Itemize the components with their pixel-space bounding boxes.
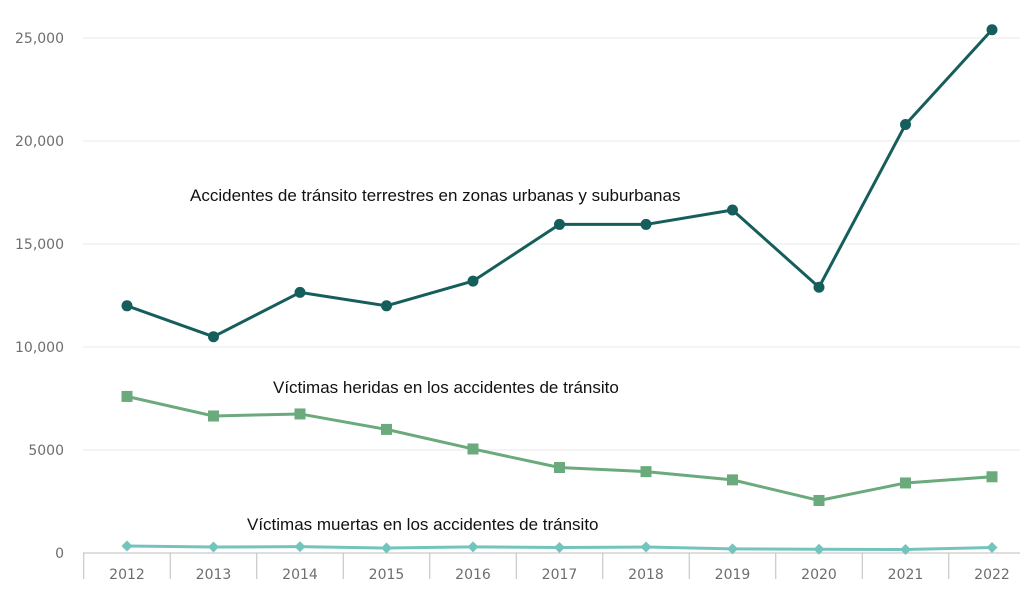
y-tick-label: 10,000: [15, 340, 64, 356]
series-labels: Accidentes de tránsito terrestres en zon…: [190, 186, 680, 534]
series-line: [126, 394, 993, 502]
y-tick-label: 25,000: [15, 31, 64, 47]
x-tick-label: 2014: [282, 567, 318, 583]
y-tick-label: 0: [55, 546, 64, 562]
series-group: [121, 24, 998, 555]
data-point: [121, 540, 133, 552]
data-point: [554, 218, 565, 230]
data-point: [554, 462, 565, 474]
y-tick-label: 20,000: [15, 134, 64, 150]
y-tick-label: 5000: [28, 443, 64, 459]
data-point: [381, 300, 392, 312]
data-point: [727, 474, 738, 486]
x-tick-label: 2015: [369, 567, 405, 583]
data-point: [381, 423, 392, 435]
x-tick-label: 2022: [974, 567, 1010, 583]
data-point: [208, 410, 219, 422]
data-point: [727, 543, 738, 555]
data-point: [640, 466, 652, 478]
data-point: [900, 119, 911, 131]
gridlines: [83, 37, 1020, 451]
series-label-muertas: Víctimas muertas en los accidentes de tr…: [247, 515, 599, 534]
data-point: [121, 390, 133, 402]
data-point: [467, 443, 479, 455]
data-point: [813, 543, 825, 555]
data-point: [121, 300, 133, 312]
x-tick-label: 2013: [196, 567, 232, 583]
data-point: [467, 275, 479, 287]
series-line: [126, 28, 994, 339]
x-tick-label: 2017: [542, 567, 578, 583]
x-axis: 2012 2013 2014 2015 2016 2017 2018 2019 2020 2021…: [83, 552, 1020, 583]
data-point: [294, 286, 306, 298]
data-point: [208, 331, 219, 343]
x-tick-label: 2021: [888, 567, 924, 583]
data-point: [640, 218, 652, 230]
data-point: [208, 541, 219, 553]
data-point: [986, 24, 998, 36]
data-point: [986, 541, 998, 553]
series-2: [121, 390, 998, 506]
series-1: [121, 24, 998, 343]
data-point: [900, 543, 911, 555]
x-tick-label: 2016: [455, 567, 491, 583]
x-tick-label: 2018: [628, 567, 664, 583]
series-label-accidentes: Accidentes de tránsito terrestres en zon…: [190, 186, 680, 205]
data-point: [986, 471, 998, 483]
data-point: [294, 408, 306, 420]
data-point: [554, 541, 565, 553]
y-axis-tick-labels: 0 5000 10,000 15,000 20,000 25,000: [15, 31, 64, 562]
data-point: [381, 542, 392, 554]
series-3: [121, 540, 998, 555]
data-point: [467, 541, 479, 553]
data-point: [640, 541, 652, 553]
x-tick-label: 2012: [109, 567, 145, 583]
data-point: [813, 281, 825, 293]
x-tick-label: 2019: [715, 567, 751, 583]
data-point: [294, 541, 306, 553]
series-label-heridas: Víctimas heridas en los accidentes de tr…: [273, 378, 619, 397]
x-tick-label: 2020: [801, 567, 837, 583]
data-point: [900, 477, 911, 489]
data-point: [813, 494, 825, 506]
data-point: [727, 204, 738, 216]
y-tick-label: 15,000: [15, 237, 64, 253]
